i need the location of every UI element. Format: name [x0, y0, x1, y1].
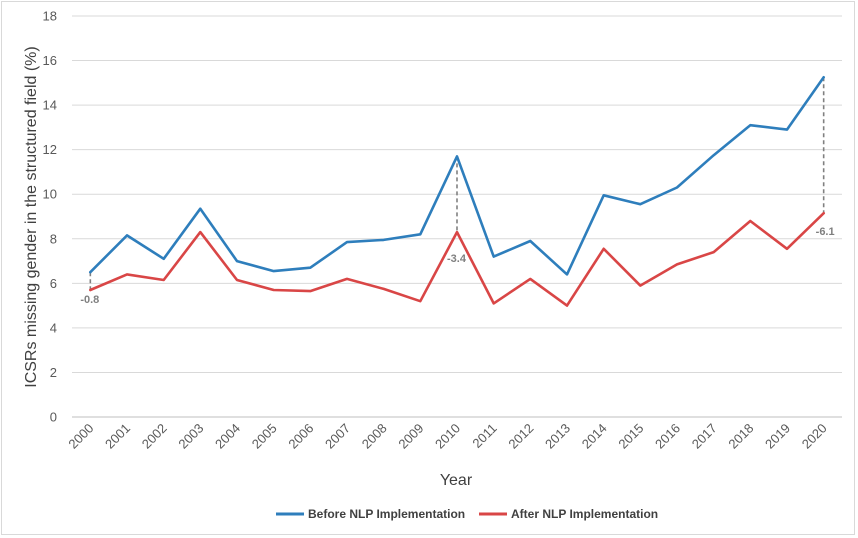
y-tick-label: 8 — [50, 231, 57, 246]
x-tick-label: 2016 — [652, 421, 683, 452]
difference-annotations: -0.8 -3.4 -6.1 — [80, 77, 835, 306]
legend-label-before: Before NLP Implementation — [308, 507, 465, 521]
x-tick-label: 2011 — [469, 421, 499, 451]
x-tick-label: 2014 — [579, 421, 610, 452]
difference-label: -3.4 — [447, 253, 467, 265]
x-tick-label: 2008 — [359, 421, 390, 452]
y-tick-label: 18 — [43, 9, 57, 24]
series-line-before — [89, 76, 826, 276]
y-tick-label: 6 — [50, 276, 57, 291]
y-tick-label: 0 — [50, 410, 57, 425]
x-tick-label: 2003 — [175, 421, 206, 452]
x-tick-label: 2006 — [285, 421, 316, 452]
x-tick-label: 2005 — [249, 421, 280, 452]
x-tick-label: 2020 — [799, 421, 830, 452]
legend: Before NLP Implementation After NLP Impl… — [276, 507, 658, 521]
x-tick-label: 2010 — [432, 421, 463, 452]
x-tick-label: 2007 — [322, 421, 353, 452]
x-tick-label: 2000 — [65, 421, 96, 452]
x-axis-ticks: 2000 2001 2002 2003 2004 2005 2006 2007 2008 2009… — [65, 421, 829, 452]
x-tick-label: 2019 — [762, 421, 793, 452]
y-tick-label: 12 — [43, 142, 57, 157]
x-tick-label: 2001 — [102, 421, 133, 452]
y-tick-label: 16 — [43, 53, 57, 68]
y-axis-title: ICSRs missing gender in the structured f… — [23, 46, 40, 387]
x-tick-label: 2013 — [542, 421, 573, 452]
x-tick-label: 2002 — [139, 421, 170, 452]
y-tick-label: 4 — [50, 320, 57, 335]
x-axis-title: Year — [440, 472, 473, 489]
y-axis-ticks: 0 2 4 6 8 10 12 14 16 18 — [43, 9, 57, 425]
x-tick-label: 2012 — [505, 421, 536, 452]
y-tick-label: 14 — [43, 98, 57, 113]
legend-label-after: After NLP Implementation — [511, 507, 658, 521]
x-tick-label: 2017 — [689, 421, 720, 452]
x-tick-label: 2009 — [395, 421, 426, 452]
x-tick-label: 2004 — [212, 421, 243, 452]
x-tick-label: 2018 — [725, 421, 756, 452]
series-lines — [89, 76, 826, 307]
series-line-after — [89, 211, 826, 307]
y-tick-label: 2 — [50, 365, 57, 380]
difference-label: -0.8 — [80, 294, 99, 306]
gridlines — [72, 15, 842, 418]
y-tick-label: 10 — [43, 187, 57, 202]
difference-label: -6.1 — [816, 226, 835, 238]
x-tick-label: 2015 — [615, 421, 646, 452]
